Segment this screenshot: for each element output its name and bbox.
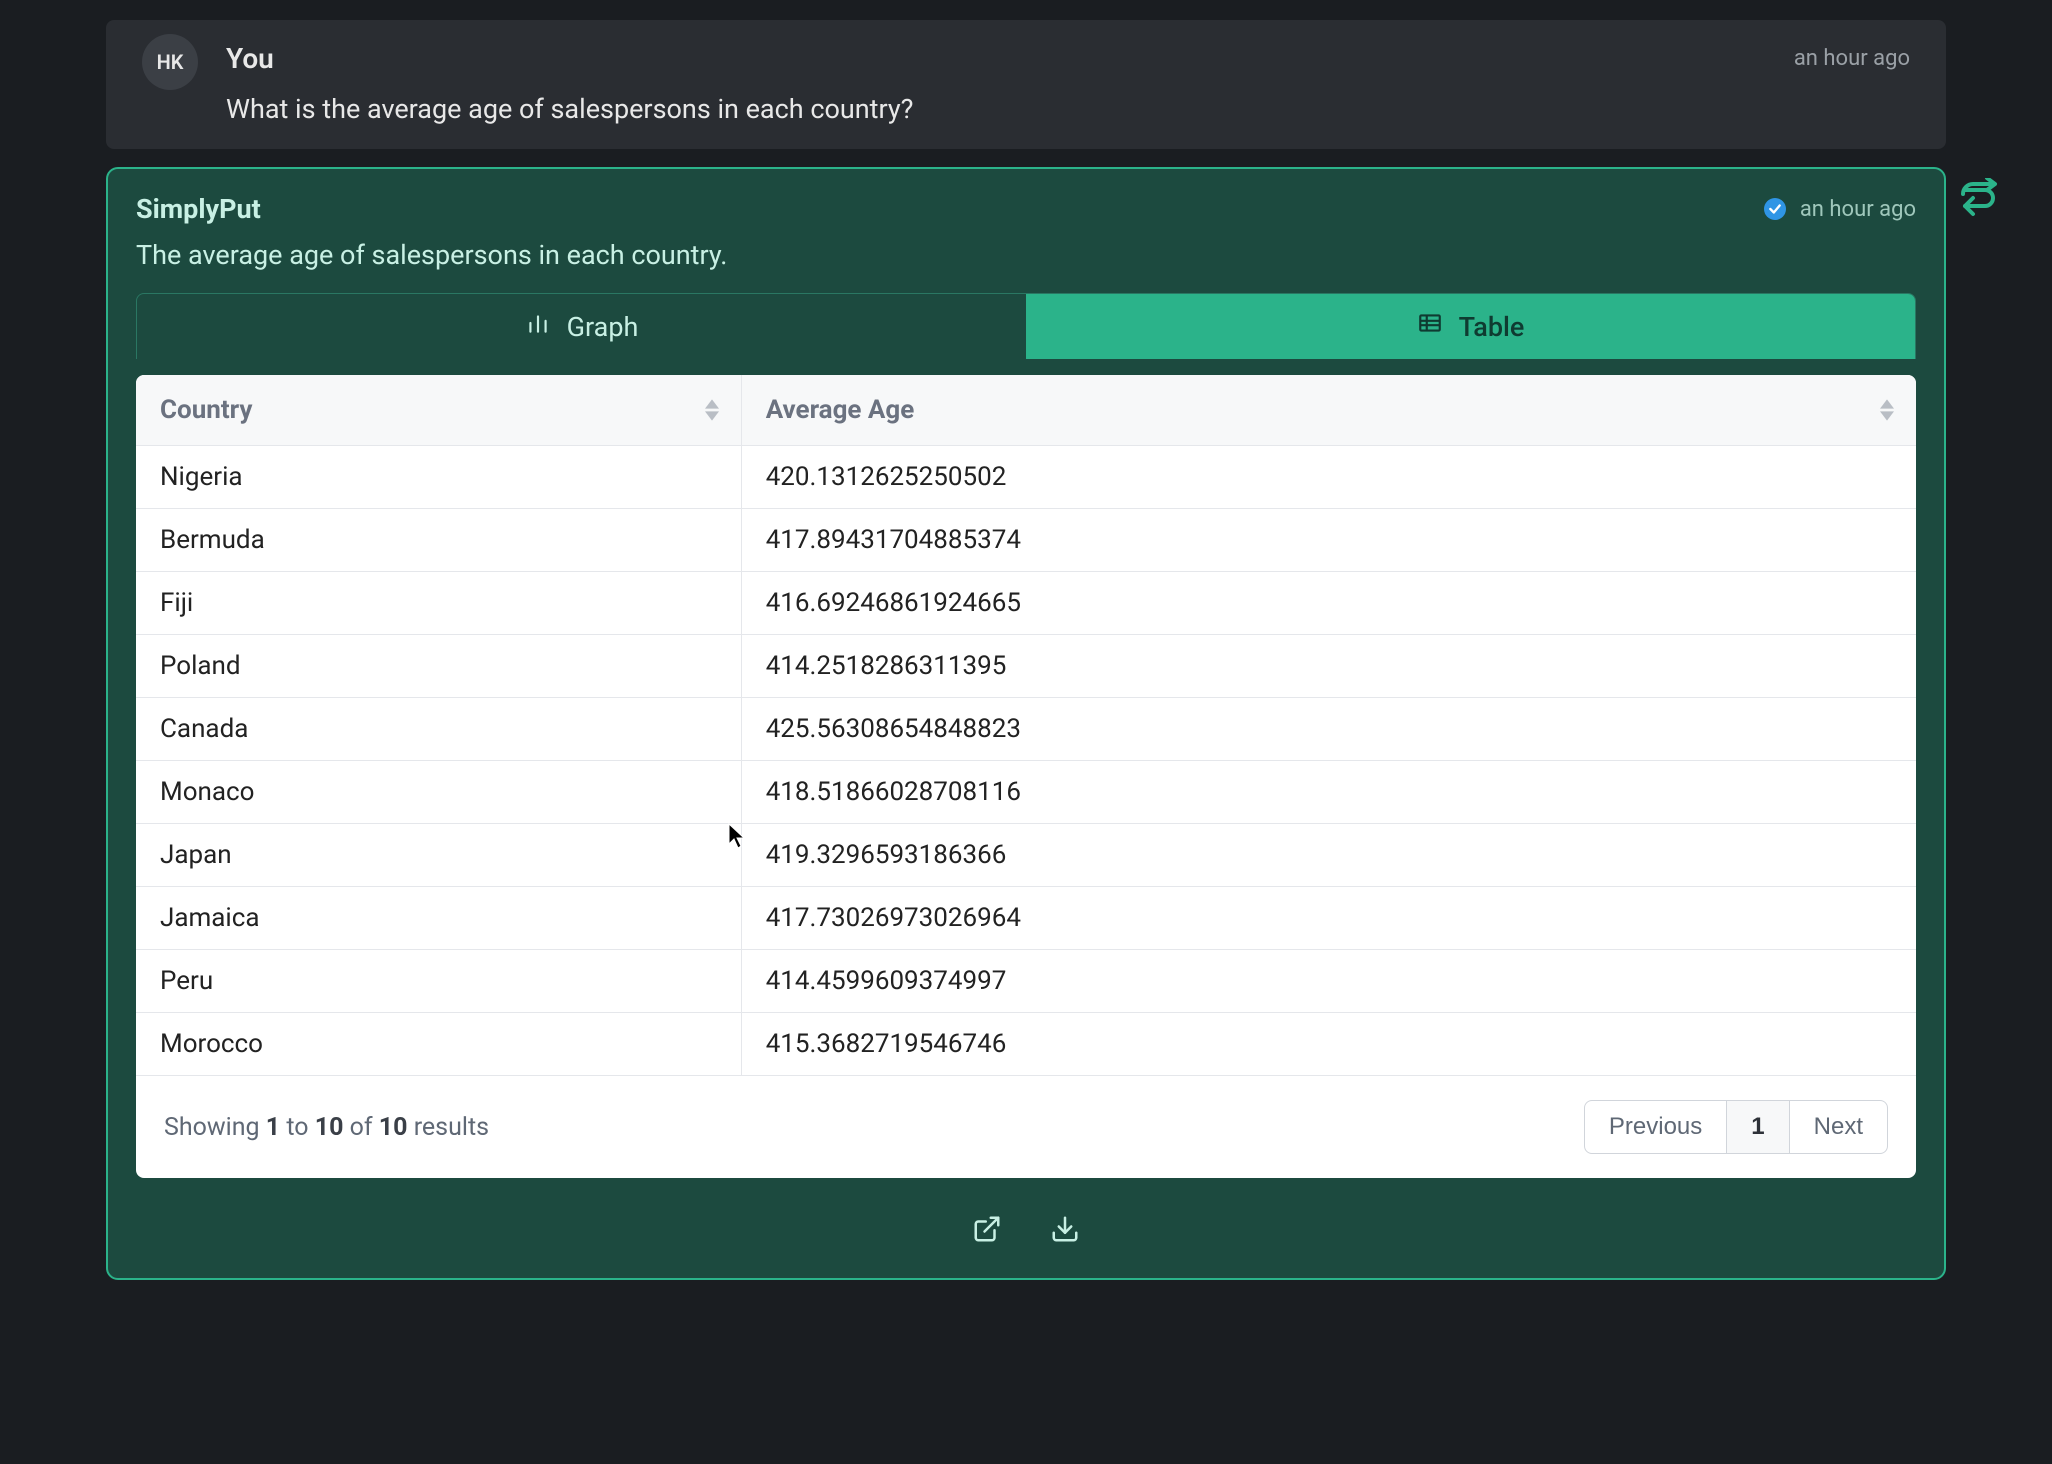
cell-country: Fiji	[136, 572, 741, 635]
table-row: Monaco418.51866028708116	[136, 761, 1916, 824]
results-table-container: Country Average Age	[136, 375, 1916, 1178]
table-row: Peru414.4599609374997	[136, 950, 1916, 1013]
table-row: Nigeria420.1312625250502	[136, 446, 1916, 509]
avatar-initials: HK	[157, 50, 184, 74]
cell-average-age: 417.89431704885374	[741, 509, 1916, 572]
cell-country: Morocco	[136, 1013, 741, 1076]
page-1-button[interactable]: 1	[1727, 1100, 1789, 1154]
column-header-average-age-label: Average Age	[766, 395, 915, 425]
sort-icon	[1880, 399, 1894, 421]
cell-average-age: 418.51866028708116	[741, 761, 1916, 824]
tab-table[interactable]: Table	[1026, 294, 1915, 359]
user-name: You	[226, 42, 274, 75]
cell-country: Nigeria	[136, 446, 741, 509]
table-row: Poland414.2518286311395	[136, 635, 1916, 698]
action-bar	[136, 1214, 1916, 1248]
table-row: Bermuda417.89431704885374	[136, 509, 1916, 572]
cell-average-age: 416.69246861924665	[741, 572, 1916, 635]
table-row: Fiji416.69246861924665	[136, 572, 1916, 635]
column-header-average-age[interactable]: Average Age	[741, 375, 1916, 446]
assistant-name: SimplyPut	[136, 193, 261, 225]
table-row: Canada425.56308654848823	[136, 698, 1916, 761]
sort-icon	[705, 399, 719, 421]
user-message-text: What is the average age of salespersons …	[226, 93, 1910, 125]
cell-country: Poland	[136, 635, 741, 698]
next-button[interactable]: Next	[1790, 1100, 1888, 1154]
column-header-country[interactable]: Country	[136, 375, 741, 446]
assistant-summary: The average age of salespersons in each …	[136, 239, 1916, 271]
assistant-timestamp: an hour ago	[1800, 197, 1916, 222]
cell-country: Peru	[136, 950, 741, 1013]
assistant-message: SimplyPut an hour ago The average age of…	[106, 167, 1946, 1280]
previous-button[interactable]: Previous	[1584, 1100, 1727, 1154]
bar-chart-icon	[525, 310, 551, 343]
table-row: Morocco415.3682719546746	[136, 1013, 1916, 1076]
tab-graph[interactable]: Graph	[137, 294, 1026, 359]
table-icon	[1417, 310, 1443, 343]
verified-badge-icon	[1764, 198, 1786, 220]
cell-average-age: 420.1312625250502	[741, 446, 1916, 509]
pagination: Previous 1 Next	[1584, 1100, 1888, 1154]
table-footer: Showing 1 to 10 of 10 results Previous 1…	[136, 1075, 1916, 1178]
cell-average-age: 414.4599609374997	[741, 950, 1916, 1013]
share-loop-button[interactable]	[1956, 177, 2006, 227]
user-message: HK You an hour ago What is the average a…	[106, 20, 1946, 149]
cell-country: Bermuda	[136, 509, 741, 572]
cell-country: Canada	[136, 698, 741, 761]
table-row: Japan419.3296593186366	[136, 824, 1916, 887]
cell-average-age: 419.3296593186366	[741, 824, 1916, 887]
cell-average-age: 415.3682719546746	[741, 1013, 1916, 1076]
column-header-country-label: Country	[160, 395, 252, 425]
user-avatar: HK	[142, 34, 198, 90]
table-row: Jamaica417.73026973026964	[136, 887, 1916, 950]
cell-country: Monaco	[136, 761, 741, 824]
open-external-icon[interactable]	[972, 1214, 1002, 1248]
results-table: Country Average Age	[136, 375, 1916, 1075]
results-summary: Showing 1 to 10 of 10 results	[164, 1113, 489, 1142]
tab-graph-label: Graph	[567, 311, 639, 343]
cell-average-age: 414.2518286311395	[741, 635, 1916, 698]
tab-table-label: Table	[1459, 311, 1525, 343]
cell-country: Jamaica	[136, 887, 741, 950]
cell-average-age: 417.73026973026964	[741, 887, 1916, 950]
download-icon[interactable]	[1050, 1214, 1080, 1248]
cell-country: Japan	[136, 824, 741, 887]
view-tabs: Graph Table	[136, 293, 1916, 359]
user-timestamp: an hour ago	[1794, 46, 1910, 71]
cell-average-age: 425.56308654848823	[741, 698, 1916, 761]
